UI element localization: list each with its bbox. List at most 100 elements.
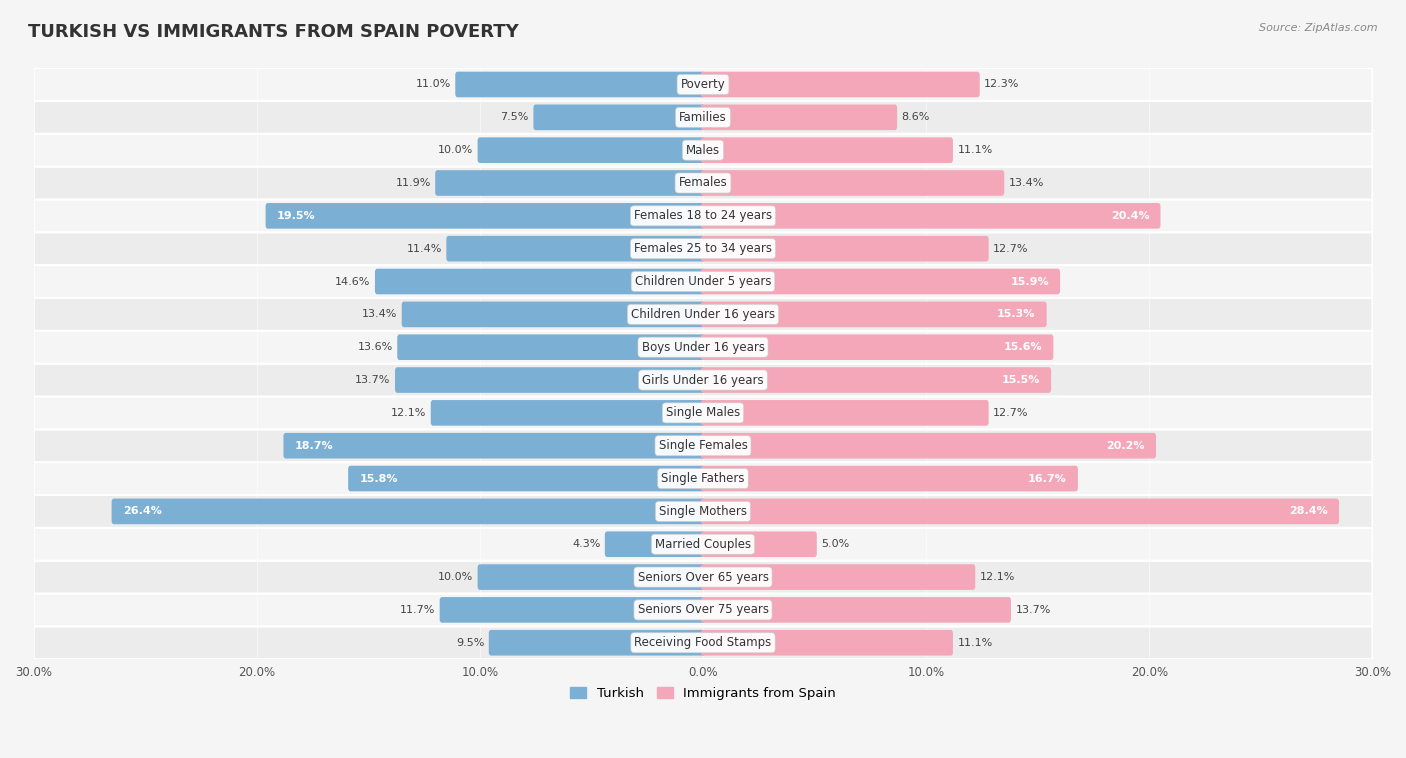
FancyBboxPatch shape: [34, 68, 1372, 101]
Text: 10.0%: 10.0%: [437, 146, 474, 155]
Text: Girls Under 16 years: Girls Under 16 years: [643, 374, 763, 387]
FancyBboxPatch shape: [266, 203, 706, 229]
FancyBboxPatch shape: [284, 433, 706, 459]
FancyBboxPatch shape: [700, 72, 980, 97]
FancyBboxPatch shape: [440, 597, 706, 623]
Text: Females: Females: [679, 177, 727, 190]
FancyBboxPatch shape: [605, 531, 706, 557]
Text: Females 25 to 34 years: Females 25 to 34 years: [634, 242, 772, 255]
Text: 5.0%: 5.0%: [821, 539, 849, 550]
FancyBboxPatch shape: [34, 133, 1372, 167]
FancyBboxPatch shape: [700, 630, 953, 656]
FancyBboxPatch shape: [700, 564, 976, 590]
FancyBboxPatch shape: [111, 499, 706, 525]
Text: 10.0%: 10.0%: [437, 572, 474, 582]
Text: Females 18 to 24 years: Females 18 to 24 years: [634, 209, 772, 222]
FancyBboxPatch shape: [700, 171, 1004, 196]
FancyBboxPatch shape: [700, 465, 1078, 491]
Text: 15.8%: 15.8%: [360, 474, 398, 484]
Text: Single Mothers: Single Mothers: [659, 505, 747, 518]
Text: 12.7%: 12.7%: [993, 243, 1029, 254]
FancyBboxPatch shape: [375, 268, 706, 294]
Text: Seniors Over 75 years: Seniors Over 75 years: [637, 603, 769, 616]
Text: 16.7%: 16.7%: [1028, 474, 1067, 484]
Text: 18.7%: 18.7%: [295, 440, 333, 451]
FancyBboxPatch shape: [456, 72, 706, 97]
FancyBboxPatch shape: [700, 302, 1046, 327]
Text: 11.0%: 11.0%: [416, 80, 451, 89]
Text: 12.3%: 12.3%: [984, 80, 1019, 89]
FancyBboxPatch shape: [430, 400, 706, 426]
Text: 13.4%: 13.4%: [361, 309, 398, 319]
FancyBboxPatch shape: [700, 367, 1052, 393]
Text: Seniors Over 65 years: Seniors Over 65 years: [637, 571, 769, 584]
Text: 13.4%: 13.4%: [1008, 178, 1045, 188]
FancyBboxPatch shape: [478, 564, 706, 590]
Text: 20.2%: 20.2%: [1107, 440, 1144, 451]
Text: 15.5%: 15.5%: [1001, 375, 1040, 385]
FancyBboxPatch shape: [34, 626, 1372, 659]
FancyBboxPatch shape: [489, 630, 706, 656]
Text: 15.3%: 15.3%: [997, 309, 1035, 319]
FancyBboxPatch shape: [349, 465, 706, 491]
Text: 11.1%: 11.1%: [957, 146, 993, 155]
FancyBboxPatch shape: [700, 499, 1339, 525]
FancyBboxPatch shape: [34, 330, 1372, 364]
FancyBboxPatch shape: [700, 433, 1156, 459]
FancyBboxPatch shape: [402, 302, 706, 327]
FancyBboxPatch shape: [34, 167, 1372, 199]
Text: Males: Males: [686, 144, 720, 157]
Text: 11.9%: 11.9%: [395, 178, 430, 188]
Text: 28.4%: 28.4%: [1289, 506, 1327, 516]
Text: 4.3%: 4.3%: [572, 539, 600, 550]
Text: Families: Families: [679, 111, 727, 124]
FancyBboxPatch shape: [700, 597, 1011, 623]
Text: 15.9%: 15.9%: [1011, 277, 1049, 287]
FancyBboxPatch shape: [700, 531, 817, 557]
FancyBboxPatch shape: [700, 236, 988, 262]
FancyBboxPatch shape: [34, 199, 1372, 232]
Text: 13.7%: 13.7%: [1015, 605, 1050, 615]
Text: 8.6%: 8.6%: [901, 112, 929, 122]
FancyBboxPatch shape: [478, 137, 706, 163]
Text: Children Under 16 years: Children Under 16 years: [631, 308, 775, 321]
Text: 13.6%: 13.6%: [357, 342, 392, 352]
Text: 11.1%: 11.1%: [957, 637, 993, 648]
Text: 13.7%: 13.7%: [356, 375, 391, 385]
Text: 26.4%: 26.4%: [122, 506, 162, 516]
Text: 7.5%: 7.5%: [501, 112, 529, 122]
Text: 9.5%: 9.5%: [456, 637, 484, 648]
Text: Children Under 5 years: Children Under 5 years: [634, 275, 772, 288]
Text: Receiving Food Stamps: Receiving Food Stamps: [634, 636, 772, 650]
FancyBboxPatch shape: [700, 137, 953, 163]
Text: Poverty: Poverty: [681, 78, 725, 91]
Text: 12.1%: 12.1%: [980, 572, 1015, 582]
Text: 15.6%: 15.6%: [1004, 342, 1042, 352]
Text: Boys Under 16 years: Boys Under 16 years: [641, 340, 765, 354]
FancyBboxPatch shape: [34, 462, 1372, 495]
Text: Married Couples: Married Couples: [655, 537, 751, 551]
Text: 12.7%: 12.7%: [993, 408, 1029, 418]
FancyBboxPatch shape: [436, 171, 706, 196]
Text: 11.7%: 11.7%: [399, 605, 436, 615]
FancyBboxPatch shape: [34, 364, 1372, 396]
FancyBboxPatch shape: [533, 105, 706, 130]
Text: Single Females: Single Females: [658, 439, 748, 453]
FancyBboxPatch shape: [34, 495, 1372, 528]
FancyBboxPatch shape: [398, 334, 706, 360]
FancyBboxPatch shape: [700, 203, 1160, 229]
Text: Single Males: Single Males: [666, 406, 740, 419]
FancyBboxPatch shape: [34, 298, 1372, 330]
FancyBboxPatch shape: [34, 429, 1372, 462]
Text: Single Fathers: Single Fathers: [661, 472, 745, 485]
FancyBboxPatch shape: [34, 101, 1372, 133]
FancyBboxPatch shape: [34, 396, 1372, 429]
FancyBboxPatch shape: [34, 561, 1372, 594]
Text: 19.5%: 19.5%: [277, 211, 315, 221]
Legend: Turkish, Immigrants from Spain: Turkish, Immigrants from Spain: [565, 682, 841, 706]
FancyBboxPatch shape: [34, 594, 1372, 626]
FancyBboxPatch shape: [34, 232, 1372, 265]
FancyBboxPatch shape: [700, 268, 1060, 294]
Text: TURKISH VS IMMIGRANTS FROM SPAIN POVERTY: TURKISH VS IMMIGRANTS FROM SPAIN POVERTY: [28, 23, 519, 41]
FancyBboxPatch shape: [700, 400, 988, 426]
